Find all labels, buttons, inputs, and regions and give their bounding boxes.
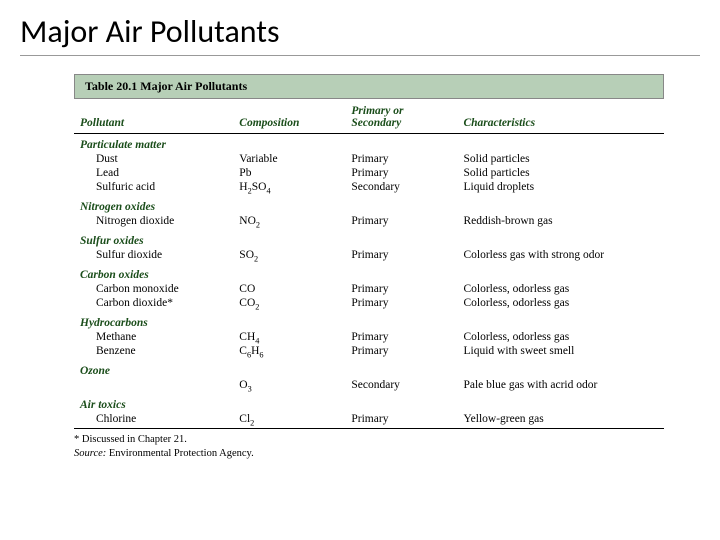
cell-characteristics: Colorless gas with strong odor <box>457 248 664 262</box>
table-row: LeadPbPrimarySolid particles <box>74 166 664 180</box>
cell-characteristics: Yellow-green gas <box>457 412 664 429</box>
cell-type: Primary <box>345 166 457 180</box>
cell-pollutant: Sulfuric acid <box>74 180 233 194</box>
table-caption: Table 20.1 Major Air Pollutants <box>74 74 664 99</box>
slide-title: Major Air Pollutants <box>20 12 700 56</box>
table-row: Carbon dioxide*CO2PrimaryColorless, odor… <box>74 296 664 310</box>
cell-characteristics: Pale blue gas with acrid odor <box>457 378 664 392</box>
cell-composition: Cl2 <box>233 412 345 429</box>
table-row: DustVariablePrimarySolid particles <box>74 152 664 166</box>
cell-type: Primary <box>345 214 457 228</box>
cell-characteristics: Liquid droplets <box>457 180 664 194</box>
col-header-composition: Composition <box>233 99 345 134</box>
table-row: Sulfur dioxideSO2PrimaryColorless gas wi… <box>74 248 664 262</box>
table-row: Nitrogen dioxideNO2PrimaryReddish-brown … <box>74 214 664 228</box>
cell-type: Primary <box>345 248 457 262</box>
category-label: Air toxics <box>74 392 664 412</box>
col-header-type: Primary or Secondary <box>345 99 457 134</box>
cell-pollutant: Chlorine <box>74 412 233 429</box>
table-row: ChlorineCl2PrimaryYellow-green gas <box>74 412 664 429</box>
cell-characteristics: Solid particles <box>457 166 664 180</box>
cell-composition: SO2 <box>233 248 345 262</box>
cell-composition: H2SO4 <box>233 180 345 194</box>
category-label: Sulfur oxides <box>74 228 664 248</box>
cell-composition: CO2 <box>233 296 345 310</box>
cell-composition: CH4 <box>233 330 345 344</box>
cell-composition: Variable <box>233 152 345 166</box>
cell-type: Primary <box>345 296 457 310</box>
cell-pollutant: Carbon monoxide <box>74 282 233 296</box>
cell-pollutant <box>74 378 233 392</box>
cell-composition: O3 <box>233 378 345 392</box>
cell-pollutant: Benzene <box>74 344 233 358</box>
cell-pollutant: Sulfur dioxide <box>74 248 233 262</box>
cell-type: Primary <box>345 412 457 429</box>
source-line: Source: Environmental Protection Agency. <box>74 447 664 461</box>
category-label: Ozone <box>74 358 664 378</box>
cell-pollutant: Methane <box>74 330 233 344</box>
table-body: Particulate matterDustVariablePrimarySol… <box>74 134 664 429</box>
table-header-row: Pollutant Composition Primary or Seconda… <box>74 99 664 134</box>
cell-composition: CO <box>233 282 345 296</box>
cell-characteristics: Solid particles <box>457 152 664 166</box>
table-row: Sulfuric acidH2SO4SecondaryLiquid drople… <box>74 180 664 194</box>
category-row: Sulfur oxides <box>74 228 664 248</box>
footnote-text: * Discussed in Chapter 21. <box>74 433 664 447</box>
table-row: O3SecondaryPale blue gas with acrid odor <box>74 378 664 392</box>
cell-type: Primary <box>345 330 457 344</box>
cell-pollutant: Carbon dioxide* <box>74 296 233 310</box>
category-row: Carbon oxides <box>74 262 664 282</box>
source-label: Source: <box>74 448 106 459</box>
cell-characteristics: Colorless, odorless gas <box>457 330 664 344</box>
category-row: Ozone <box>74 358 664 378</box>
cell-composition: C6H6 <box>233 344 345 358</box>
cell-type: Secondary <box>345 378 457 392</box>
cell-pollutant: Dust <box>74 152 233 166</box>
cell-type: Primary <box>345 344 457 358</box>
category-row: Particulate matter <box>74 134 664 153</box>
table-row: BenzeneC6H6PrimaryLiquid with sweet smel… <box>74 344 664 358</box>
source-text: Environmental Protection Agency. <box>106 448 253 459</box>
cell-characteristics: Colorless, odorless gas <box>457 282 664 296</box>
pollutants-table-container: Table 20.1 Major Air Pollutants Pollutan… <box>74 74 664 460</box>
cell-type: Primary <box>345 152 457 166</box>
category-label: Carbon oxides <box>74 262 664 282</box>
cell-pollutant: Nitrogen dioxide <box>74 214 233 228</box>
category-row: Nitrogen oxides <box>74 194 664 214</box>
category-label: Particulate matter <box>74 134 664 153</box>
cell-characteristics: Liquid with sweet smell <box>457 344 664 358</box>
cell-characteristics: Colorless, odorless gas <box>457 296 664 310</box>
cell-type: Primary <box>345 282 457 296</box>
cell-composition: NO2 <box>233 214 345 228</box>
category-row: Air toxics <box>74 392 664 412</box>
table-footnotes: * Discussed in Chapter 21. Source: Envir… <box>74 429 664 460</box>
table-row: MethaneCH4PrimaryColorless, odorless gas <box>74 330 664 344</box>
cell-composition: Pb <box>233 166 345 180</box>
category-label: Hydrocarbons <box>74 310 664 330</box>
col-header-pollutant: Pollutant <box>74 99 233 134</box>
table-row: Carbon monoxideCOPrimaryColorless, odorl… <box>74 282 664 296</box>
cell-pollutant: Lead <box>74 166 233 180</box>
cell-characteristics: Reddish-brown gas <box>457 214 664 228</box>
category-row: Hydrocarbons <box>74 310 664 330</box>
cell-type: Secondary <box>345 180 457 194</box>
col-header-characteristics: Characteristics <box>457 99 664 134</box>
category-label: Nitrogen oxides <box>74 194 664 214</box>
pollutants-table: Pollutant Composition Primary or Seconda… <box>74 99 664 429</box>
